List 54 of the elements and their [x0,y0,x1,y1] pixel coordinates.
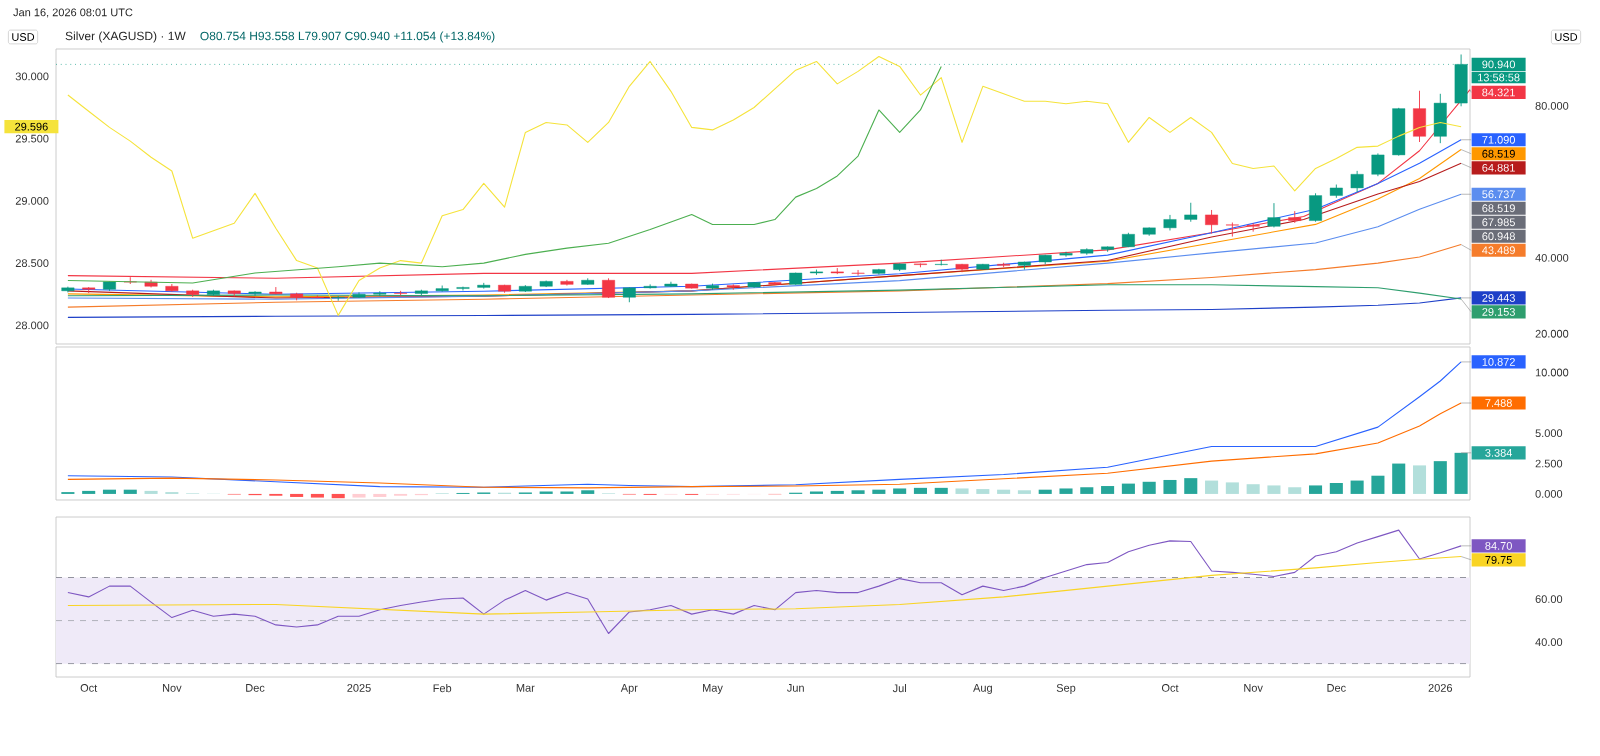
annotation: 56.737 [1482,190,1515,199]
text: Jan 16, 2026 08:01 UTC [13,8,133,18]
annotation: 84.321 [1482,88,1515,97]
x-tick-label: Apr [620,684,638,694]
x-tick-label: Nov [162,684,182,692]
x-tick-label: Feb [433,684,452,693]
text: 67.985 [1482,218,1515,227]
y-tick-label: 20.000 [1535,329,1569,338]
x-tick-label: Jul [892,684,906,693]
x-tick-label: Jun [786,684,804,692]
x-tick-label: Sep [1056,684,1076,695]
annotation: 29.153 [1482,308,1515,316]
text: 60.948 [1482,232,1515,241]
annotation: 3.384 [1485,448,1513,457]
chart-title: Silver (XAGUSD) · 1W [65,31,186,43]
y-tick-label: 60.00 [1535,595,1563,603]
y-tick-label: 40.00 [1535,638,1563,646]
y-tick-label: 80.000 [1535,102,1569,110]
annotation: 7.488 [1485,399,1512,407]
x-tick-label: Dec [246,684,265,692]
y2-tick-label: 28.500 [15,259,49,267]
annotation: 43.489 [1482,246,1515,255]
annotation: 84.70 [1485,541,1512,550]
x-tick-label: Dec [1327,684,1346,692]
annotation: 10.872 [1482,358,1515,366]
x-tick-label: May [703,684,723,694]
x-tick-label: Oct [1161,684,1179,692]
annotation: 79.75 [1485,555,1512,564]
text: 29.596 [15,122,48,131]
y2-tick-label: 29.500 [15,134,49,143]
ref-line-label: 90.940 [1482,60,1515,69]
y-tick-label: 2.500 [1535,459,1563,468]
x-tick-label: Aug [973,684,992,694]
x-tick-label: 2025 [347,684,371,692]
annotation: 29.443 [1482,294,1515,302]
y-tick-label: 5.000 [1535,429,1563,438]
y-tick-label: 40.000 [1535,253,1569,262]
y-tick-label: 0.000 [1535,490,1563,498]
annotation: 71.090 [1482,135,1515,144]
annotation: 68.519 [1482,149,1515,158]
text: 13:58:58 [1478,73,1520,82]
x-tick-label: Mar [516,684,535,692]
x-tick-label: Nov [1244,684,1263,692]
chart-subtitle: O80.754 H93.558 L79.907 C90.940 +11.054 (+13.84%) [200,31,495,43]
y2-tick-label: 29.000 [15,196,49,205]
annotation: 64.881 [1482,163,1515,172]
y-axis-title: USD [1555,33,1578,41]
x-tick-label: 2026 [1428,684,1453,692]
text: 68.519 [1482,204,1515,213]
y2-tick-label: 28.000 [15,321,49,330]
y2-tick-label: 30.000 [15,72,49,81]
y2-axis-title: USD [12,33,35,41]
y-tick-label: 10.000 [1535,368,1569,377]
x-tick-label: Oct [80,684,98,692]
